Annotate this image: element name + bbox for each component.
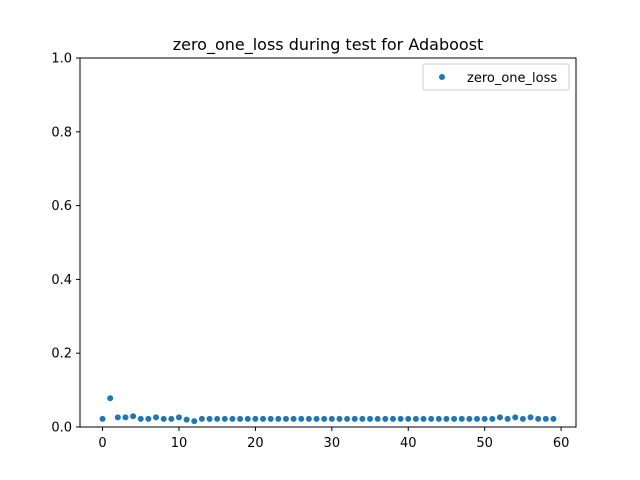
y-tick-label: 0.0 [51, 421, 72, 436]
data-point [252, 415, 259, 422]
y-tick-label: 0.4 [51, 273, 72, 288]
data-point [389, 415, 396, 422]
data-point [130, 413, 137, 420]
data-point [412, 415, 419, 422]
data-point [420, 415, 427, 422]
chart-title: zero_one_loss during test for Adaboost [173, 35, 484, 55]
data-point [496, 414, 503, 421]
data-point [99, 415, 106, 422]
x-tick-label: 50 [476, 436, 493, 451]
legend: zero_one_loss [422, 63, 570, 91]
data-point [153, 414, 160, 421]
x-tick-label: 10 [171, 436, 188, 451]
data-point [244, 415, 251, 422]
data-point [374, 415, 381, 422]
y-tick-label: 0.6 [51, 199, 72, 214]
data-point [206, 415, 213, 422]
data-point [122, 414, 129, 421]
data-point [275, 415, 282, 422]
legend-box [422, 63, 570, 91]
data-point [145, 415, 152, 422]
data-point [481, 415, 488, 422]
x-tick-label: 40 [400, 436, 417, 451]
data-point [214, 415, 221, 422]
data-point [237, 415, 244, 422]
x-tick-label: 30 [324, 436, 341, 451]
data-point [428, 415, 435, 422]
data-point [527, 414, 534, 421]
data-point [305, 415, 312, 422]
data-point [175, 414, 182, 421]
data-point [397, 415, 404, 422]
data-point [221, 415, 228, 422]
data-point [191, 418, 198, 425]
data-point [313, 415, 320, 422]
data-point [466, 415, 473, 422]
data-point [474, 415, 481, 422]
data-point [267, 415, 274, 422]
data-point [260, 415, 267, 422]
data-point [542, 415, 549, 422]
data-point [351, 415, 358, 422]
data-point [328, 415, 335, 422]
data-point [443, 415, 450, 422]
data-point [512, 414, 519, 421]
x-tick-label: 60 [553, 436, 570, 451]
scatter-series [99, 395, 557, 425]
data-point [290, 415, 297, 422]
data-point [367, 415, 374, 422]
data-point [458, 415, 465, 422]
data-point [168, 415, 175, 422]
data-point [435, 415, 442, 422]
data-point [489, 415, 496, 422]
x-axis-ticks: 0 10 20 30 40 50 60 [98, 427, 569, 451]
data-point [298, 415, 305, 422]
data-point [137, 415, 144, 422]
data-point [550, 415, 557, 422]
data-point [451, 415, 458, 422]
data-point [114, 414, 121, 421]
legend-marker [439, 74, 445, 80]
y-tick-label: 1.0 [51, 52, 72, 67]
data-point [282, 415, 289, 422]
data-point [336, 415, 343, 422]
x-tick-label: 0 [98, 436, 106, 451]
data-point [229, 415, 236, 422]
y-tick-label: 0.2 [51, 347, 72, 362]
data-point [504, 415, 511, 422]
data-point [160, 415, 167, 422]
data-point [535, 415, 542, 422]
data-point [344, 415, 351, 422]
data-point [359, 415, 366, 422]
data-point [405, 415, 412, 422]
y-axis-ticks: 0.0 0.2 0.4 0.6 0.8 1.0 [51, 52, 80, 436]
data-point [321, 415, 328, 422]
y-tick-label: 0.8 [51, 125, 72, 140]
data-point [183, 416, 190, 423]
data-point [382, 415, 389, 422]
data-point [198, 415, 205, 422]
data-point [107, 395, 114, 402]
legend-label: zero_one_loss [467, 71, 557, 86]
data-point [519, 415, 526, 422]
plot-frame [79, 57, 577, 428]
x-tick-label: 20 [247, 436, 264, 451]
